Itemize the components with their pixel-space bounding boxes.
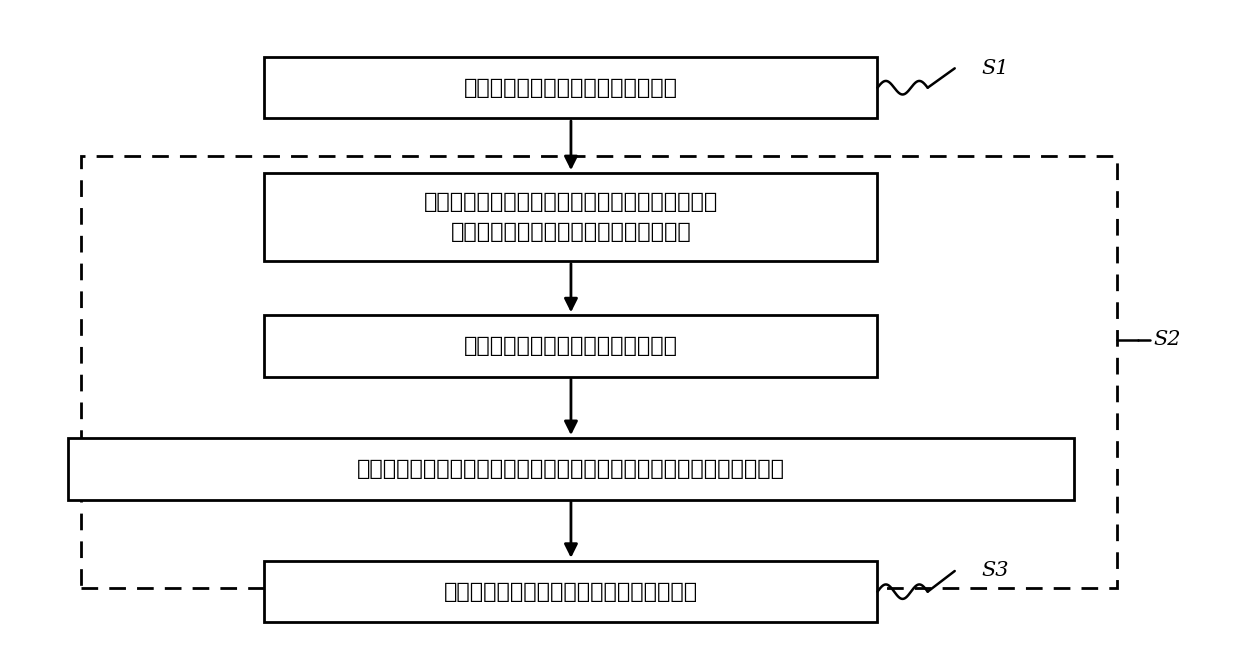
- Text: 通过均方根误差方法计算弯制弓丝的标准度: 通过均方根误差方法计算弯制弓丝的标准度: [444, 581, 698, 602]
- FancyBboxPatch shape: [264, 561, 878, 622]
- Text: S2: S2: [1153, 330, 1180, 349]
- FancyBboxPatch shape: [264, 315, 878, 377]
- Text: S3: S3: [982, 562, 1009, 581]
- FancyBboxPatch shape: [264, 174, 878, 261]
- Text: 建立坐标系，计算参照弓丝和弯制弓丝的俯视曲线上各参考点的位置坐标: 建立坐标系，计算参照弓丝和弯制弓丝的俯视曲线上各参考点的位置坐标: [357, 459, 785, 479]
- Text: 分别采集参照弓丝与弯制弓丝的图像: 分别采集参照弓丝与弯制弓丝的图像: [464, 78, 678, 98]
- Text: S1: S1: [982, 59, 1009, 78]
- Text: 获得参照弓丝与弯制弓丝的俯视曲线: 获得参照弓丝与弯制弓丝的俯视曲线: [464, 336, 678, 356]
- FancyBboxPatch shape: [68, 438, 1074, 500]
- Text: 数据分析模块对采集图像信息分别进行量化分析，
得到参照弓丝和弯制弓丝的二值分割图像: 数据分析模块对采集图像信息分别进行量化分析， 得到参照弓丝和弯制弓丝的二值分割图…: [424, 192, 718, 242]
- FancyBboxPatch shape: [264, 57, 878, 118]
